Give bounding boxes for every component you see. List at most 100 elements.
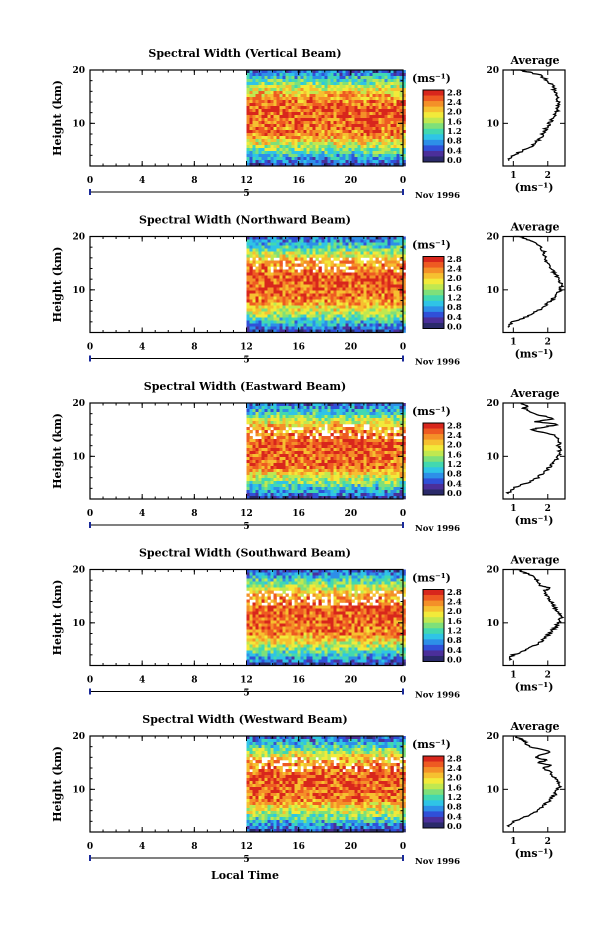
heatmap-cell [393, 481, 397, 485]
heatmap-cell [393, 278, 397, 282]
heatmap-cell [270, 314, 274, 318]
heatmap-cell [321, 403, 325, 407]
colorbar-frame [422, 256, 445, 329]
heatmap-cell [264, 260, 268, 264]
heatmap-cell [261, 415, 265, 419]
heatmap-cell [336, 451, 340, 455]
heatmap-cell [315, 103, 319, 107]
heatmap-cell [297, 245, 301, 249]
heatmap-cell [291, 451, 295, 455]
heatmap-cell [324, 266, 328, 270]
heatmap-cell [279, 85, 283, 89]
heatmap-cell [282, 451, 286, 455]
heatmap-cell [288, 151, 292, 155]
heatmap-cell [348, 415, 352, 419]
heatmap-cell [255, 442, 259, 446]
heatmap-cell [381, 245, 385, 249]
heatmap-cell [297, 287, 301, 291]
heatmap-cell [267, 415, 271, 419]
heatmap-cell [276, 302, 280, 306]
heatmap-cell [255, 269, 259, 273]
heatmap-cell [315, 139, 319, 143]
heatmap-cell [339, 260, 343, 264]
heatmap-cell [312, 460, 316, 464]
heatmap-cell [396, 284, 400, 288]
heatmap-cell [309, 427, 313, 431]
heatmap-cell [342, 275, 346, 279]
heatmap-cell [282, 103, 286, 107]
heatmap-cell [384, 412, 388, 416]
heatmap-cell [366, 302, 370, 306]
heatmap-cell [270, 260, 274, 264]
heatmap-cell [252, 251, 256, 255]
heatmap-cell [336, 421, 340, 425]
heatmap-cell [378, 281, 382, 285]
heatmap-cell [327, 142, 331, 146]
heatmap-cell [276, 154, 280, 158]
heatmap-cell [387, 248, 391, 252]
heatmap-cell [291, 115, 295, 119]
heatmap-cell [276, 97, 280, 101]
heatmap-cell [375, 109, 379, 113]
heatmap-cell [393, 109, 397, 113]
heatmap-cell [399, 82, 403, 86]
heatmap-cell [372, 409, 376, 413]
heatmap-cell [348, 160, 352, 164]
heatmap-cell [402, 133, 406, 137]
heatmap-cell [363, 284, 367, 288]
heatmap-cell [393, 311, 397, 315]
heatmap-cell [267, 242, 271, 246]
heatmap-cell [402, 124, 406, 128]
heatmap-cell [279, 320, 283, 324]
heatmap-cell [258, 248, 262, 252]
heatmap-cell [336, 148, 340, 152]
heatmap-cell [372, 290, 376, 294]
heatmap-cell [303, 412, 307, 416]
heatmap-cell [351, 317, 355, 321]
heatmap-cell [321, 91, 325, 95]
heatmap-cell [312, 133, 316, 137]
heatmap-cell [339, 472, 343, 476]
heatmap-cell [330, 427, 334, 431]
heatmap-cell [324, 296, 328, 300]
heatmap-cell [249, 251, 253, 255]
heatmap-cell [267, 302, 271, 306]
heatmap-cell [315, 320, 319, 324]
heatmap-cell [261, 239, 265, 243]
heatmap-cell [261, 79, 265, 83]
heatmap-cell [366, 418, 370, 422]
heatmap-cell [327, 112, 331, 116]
heatmap-cell [267, 448, 271, 452]
heatmap-cell [276, 472, 280, 476]
heatmap-cell [276, 406, 280, 410]
heatmap-cell [249, 82, 253, 86]
heatmap-cell [354, 263, 358, 267]
heatmap-cell [357, 154, 361, 158]
heatmap-cell [372, 439, 376, 443]
heatmap-cell [372, 421, 376, 425]
heatmap-cell [282, 281, 286, 285]
heatmap-cell [369, 236, 373, 240]
chart-title: Spectral Width (Vertical Beam) [148, 47, 341, 60]
heatmap-cell [312, 148, 316, 152]
heatmap-cell [336, 124, 340, 128]
heatmap-cell [360, 442, 364, 446]
heatmap-cell [327, 133, 331, 137]
heatmap-cell [384, 430, 388, 434]
heatmap-cell [366, 451, 370, 455]
heatmap-cell [324, 478, 328, 482]
heatmap-cell [330, 287, 334, 291]
heatmap-cell [363, 145, 367, 149]
heatmap-cell [372, 248, 376, 252]
heatmap-cell [399, 475, 403, 479]
heatmap-cell [291, 299, 295, 303]
heatmap-cell [348, 481, 352, 485]
heatmap-cell [255, 412, 259, 416]
heatmap-cell [294, 127, 298, 131]
heatmap-cell [369, 136, 373, 140]
heatmap-cell [324, 103, 328, 107]
heatmap-cell [303, 109, 307, 113]
heatmap-cell [291, 406, 295, 410]
heatmap-cell [249, 124, 253, 128]
